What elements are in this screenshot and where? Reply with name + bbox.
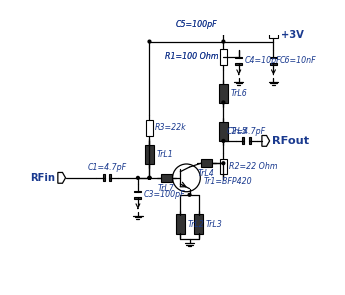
Circle shape	[222, 40, 225, 43]
Text: TrL7: TrL7	[158, 184, 175, 193]
Text: R2=22 Ohm: R2=22 Ohm	[229, 162, 277, 171]
Bar	[220, 20, 227, 22]
Bar	[194, 214, 204, 234]
Circle shape	[222, 140, 225, 142]
Circle shape	[137, 176, 139, 179]
Bar	[176, 214, 185, 234]
Bar	[220, 159, 227, 174]
Bar	[146, 120, 153, 135]
Text: C5=100pF: C5=100pF	[176, 20, 217, 29]
Bar	[249, 137, 251, 144]
Text: TrL4: TrL4	[198, 169, 215, 178]
Text: TrL6: TrL6	[230, 89, 247, 98]
Text: RFout: RFout	[272, 136, 309, 146]
Bar	[135, 191, 141, 192]
Bar	[220, 27, 227, 29]
Circle shape	[148, 176, 151, 179]
Circle shape	[188, 194, 191, 196]
Bar	[135, 197, 141, 199]
Text: TrL3: TrL3	[206, 219, 223, 229]
Text: C4=10pF: C4=10pF	[245, 56, 282, 65]
Bar	[270, 57, 277, 58]
Text: RFin: RFin	[31, 173, 56, 183]
Circle shape	[148, 176, 151, 179]
Text: TrL5: TrL5	[230, 127, 247, 136]
Circle shape	[148, 176, 151, 179]
Bar	[201, 159, 212, 167]
Bar	[235, 57, 242, 58]
Text: Tr1=BFP420: Tr1=BFP420	[204, 177, 252, 186]
Text: C2=4.7pF: C2=4.7pF	[227, 127, 266, 135]
Text: TrL1: TrL1	[156, 150, 173, 159]
Bar	[103, 174, 105, 181]
Text: C5=100pF: C5=100pF	[176, 20, 217, 29]
Bar	[145, 145, 154, 164]
Text: C6=10nF: C6=10nF	[279, 56, 316, 65]
Circle shape	[222, 101, 225, 104]
Bar	[161, 174, 172, 182]
Bar	[220, 49, 227, 65]
Text: TrL2: TrL2	[187, 219, 204, 229]
Text: C1=4.7pF: C1=4.7pF	[88, 163, 127, 173]
Bar	[269, 32, 278, 38]
Text: +3V: +3V	[281, 30, 304, 40]
Text: R3=22k: R3=22k	[155, 123, 187, 132]
Bar	[235, 63, 242, 65]
Text: R1=100 Ohm: R1=100 Ohm	[165, 53, 218, 61]
Bar	[270, 63, 277, 65]
Bar	[219, 83, 228, 103]
Bar	[219, 122, 228, 141]
Bar	[109, 174, 111, 181]
Bar	[242, 137, 244, 144]
Circle shape	[222, 162, 225, 165]
Text: C3=100pF: C3=100pF	[144, 190, 186, 199]
Text: R1=100 Ohm: R1=100 Ohm	[165, 53, 218, 61]
Circle shape	[148, 40, 151, 43]
